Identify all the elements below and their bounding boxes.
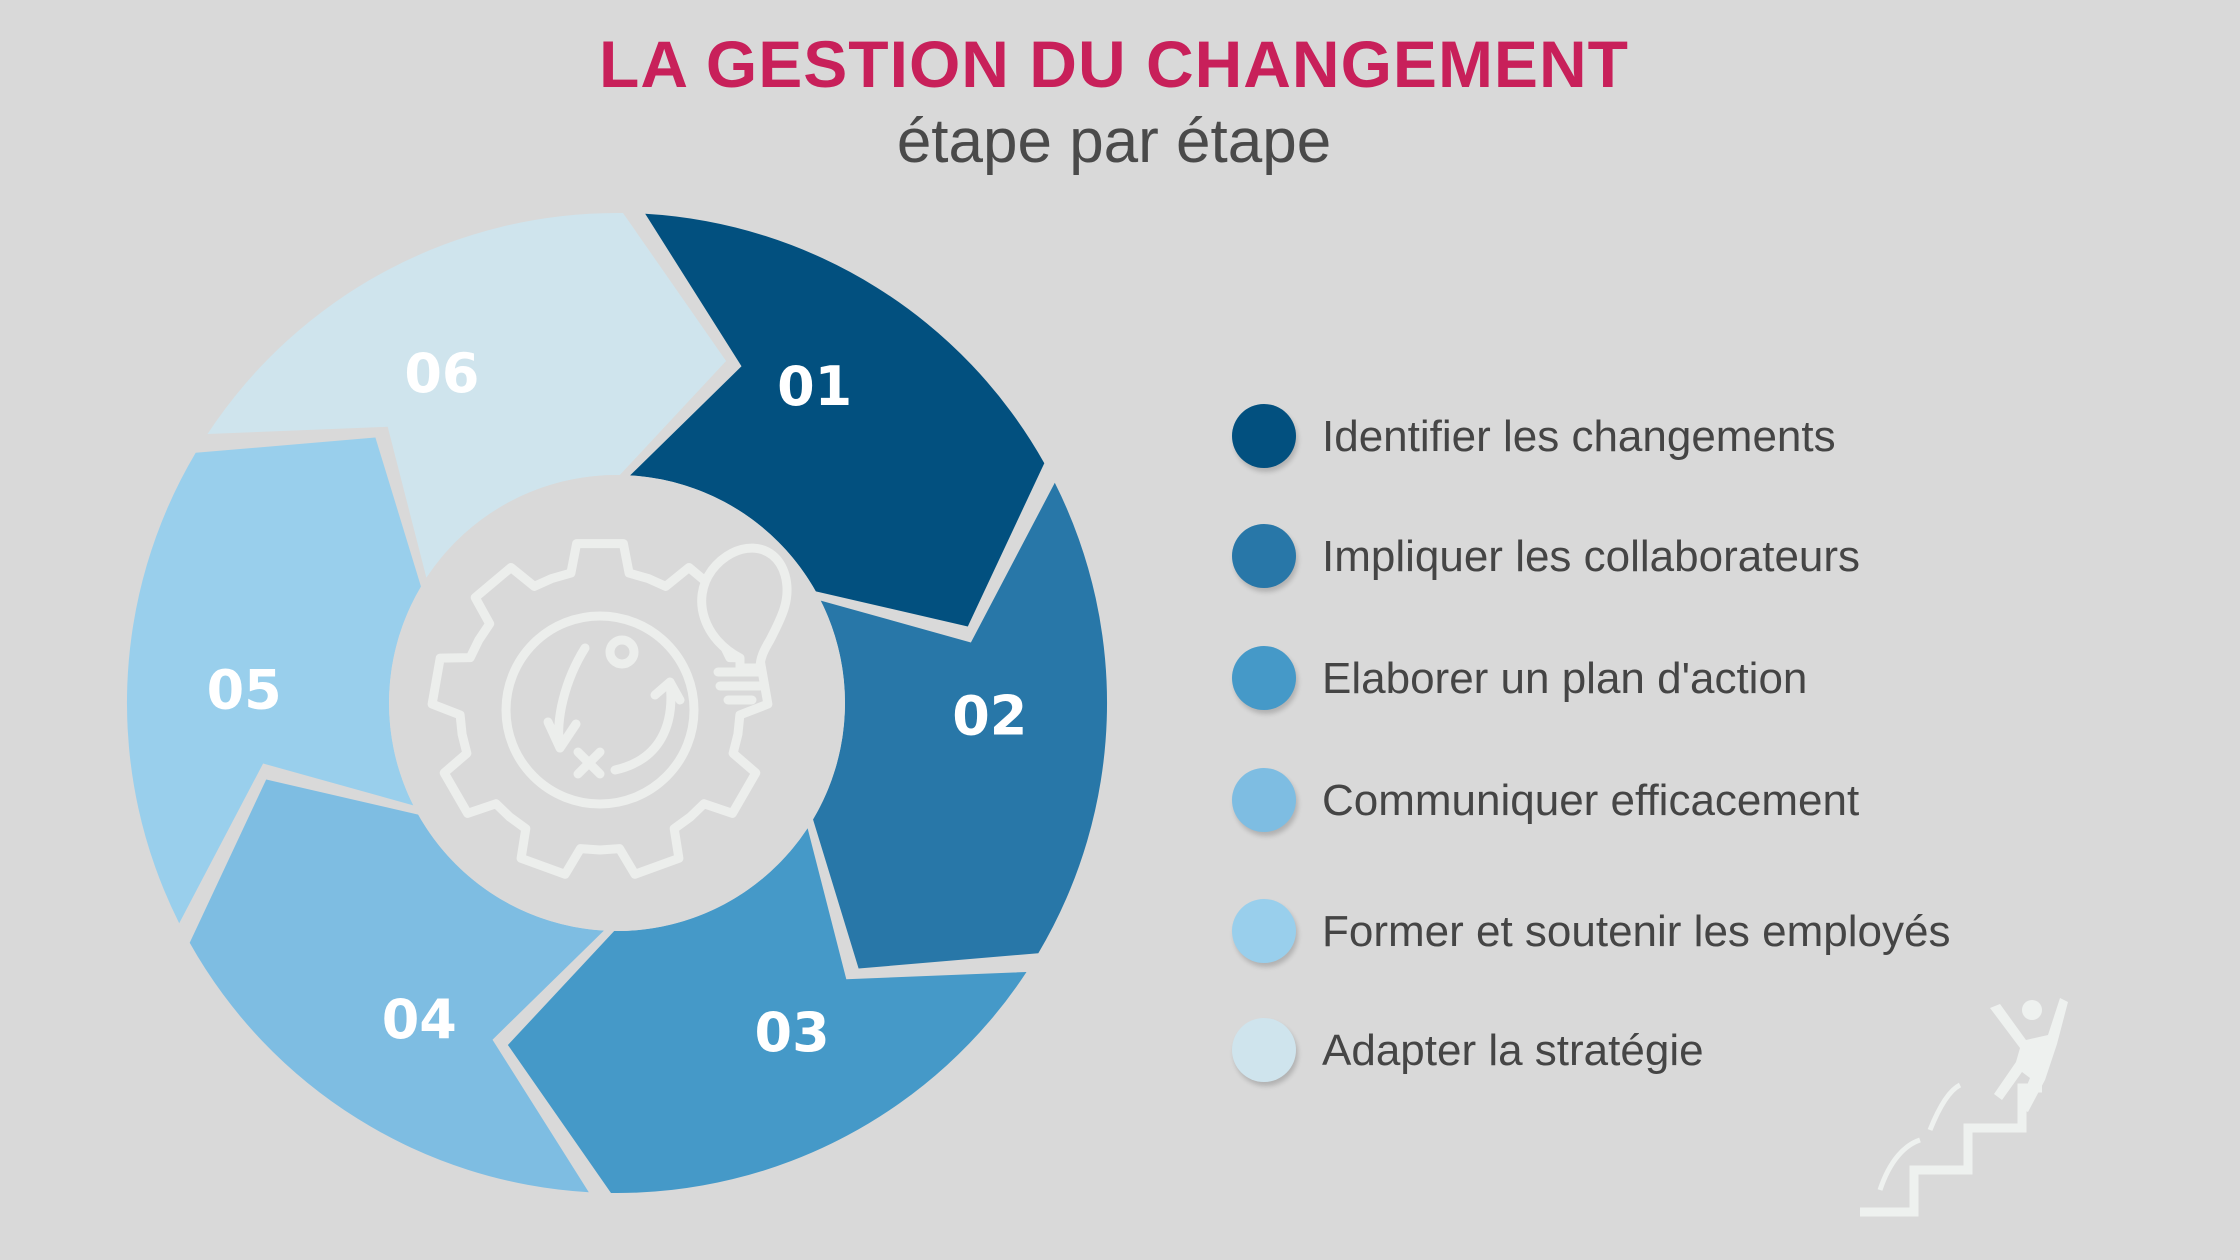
legend-item: Former et soutenir les employés [1232,897,2132,967]
legend-item-label: Adapter la stratégie [1322,1026,1704,1075]
legend-item-label: Impliquer les collaborateurs [1322,532,1861,581]
legend-color-dot [1232,646,1296,710]
legend-color-dot [1232,899,1296,963]
legend-color-dot [1232,1018,1296,1082]
cycle-segment-02 [813,482,1108,969]
cycle-segment-06 [207,212,727,578]
legend-item: Impliquer les collaborateurs [1232,522,2132,592]
legend-item: Adapter la stratégie [1232,1016,2132,1086]
legend-color-dot [1232,524,1296,588]
gear-strategy-lightbulb-icon [427,539,792,879]
legend-item: Elaborer un plan d'action [1232,644,2132,714]
cycle-segment-01 [630,213,1045,627]
cycle-segment-label: 05 [207,659,282,722]
person-climbing-stairs-icon [1860,998,2068,1217]
cycle-segments [126,212,1108,1194]
legend-color-dot [1232,768,1296,832]
legend-item-label: Communiquer efficacement [1322,776,1860,825]
legend-item: Identifier les changements [1232,402,2132,472]
cycle-segment-label: 01 [777,355,852,418]
cycle-segment-03 [507,828,1027,1194]
page-subtitle: étape par étape [896,107,1332,176]
cycle-labels: 01 02 03 04 05 06 [207,342,1028,1064]
cycle-segment-label: 03 [755,1001,830,1064]
cycle-diagram: 01 02 03 04 05 06 [126,212,1108,1194]
cycle-segment-04 [189,779,604,1193]
cycle-segment-05 [126,437,422,924]
page-title: LA GESTION DU CHANGEMENT [599,27,1629,101]
legend-item-label: Former et soutenir les employés [1322,907,1951,956]
legend-item-label: Identifier les changements [1322,412,1836,461]
legend-item-label: Elaborer un plan d'action [1322,654,1808,703]
cycle-segment-label: 06 [404,342,479,405]
cycle-segment-label: 04 [382,988,457,1051]
cycle-segment-label: 02 [952,685,1027,748]
legend-item: Communiquer efficacement [1232,766,2132,836]
legend-color-dot [1232,404,1296,468]
